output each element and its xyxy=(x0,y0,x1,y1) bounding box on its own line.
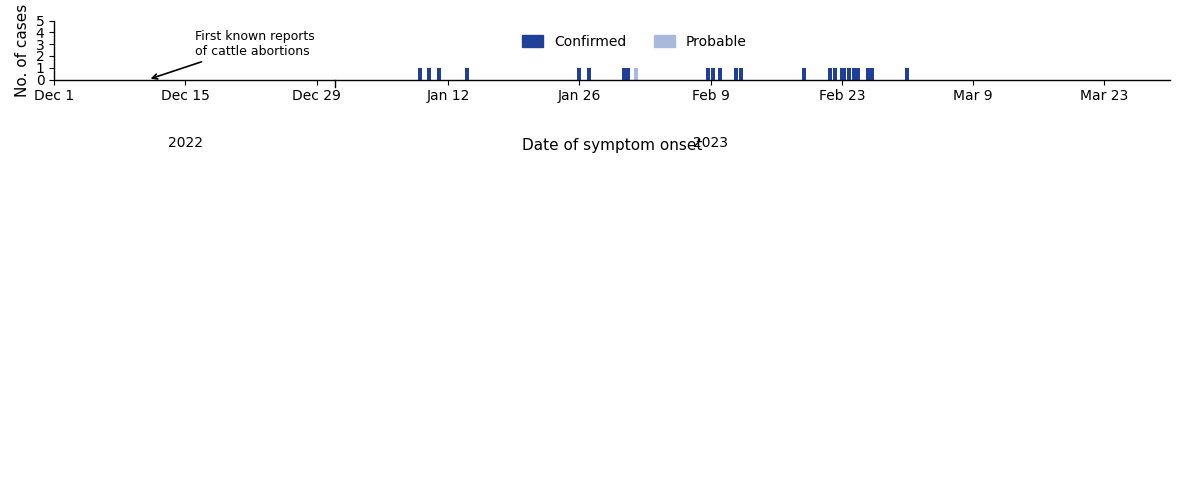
Bar xyxy=(847,68,851,80)
Y-axis label: No. of cases: No. of cases xyxy=(15,3,30,97)
Bar xyxy=(843,68,846,80)
Bar xyxy=(587,68,590,80)
Text: 2022: 2022 xyxy=(168,136,203,150)
X-axis label: Date of symptom onset: Date of symptom onset xyxy=(521,138,703,153)
Bar xyxy=(857,68,860,80)
Bar xyxy=(905,68,909,80)
Bar xyxy=(735,68,738,80)
Bar xyxy=(833,68,837,80)
Bar xyxy=(418,68,422,80)
Bar xyxy=(711,68,715,80)
Bar xyxy=(428,68,431,80)
Legend: Confirmed, Probable: Confirmed, Probable xyxy=(517,29,752,54)
Bar xyxy=(828,68,832,80)
Bar xyxy=(718,68,722,80)
Bar xyxy=(465,68,469,80)
Bar xyxy=(802,68,806,80)
Bar xyxy=(436,68,441,80)
Bar xyxy=(577,68,582,80)
Bar xyxy=(739,68,743,80)
Bar xyxy=(622,68,626,80)
Bar xyxy=(865,68,870,80)
Bar xyxy=(634,68,638,80)
Bar xyxy=(627,68,630,80)
Bar xyxy=(840,68,844,80)
Text: 2023: 2023 xyxy=(693,136,728,150)
Bar xyxy=(852,68,856,80)
Bar xyxy=(870,68,875,80)
Bar xyxy=(706,68,710,80)
Text: First known reports
of cattle abortions: First known reports of cattle abortions xyxy=(153,30,314,79)
